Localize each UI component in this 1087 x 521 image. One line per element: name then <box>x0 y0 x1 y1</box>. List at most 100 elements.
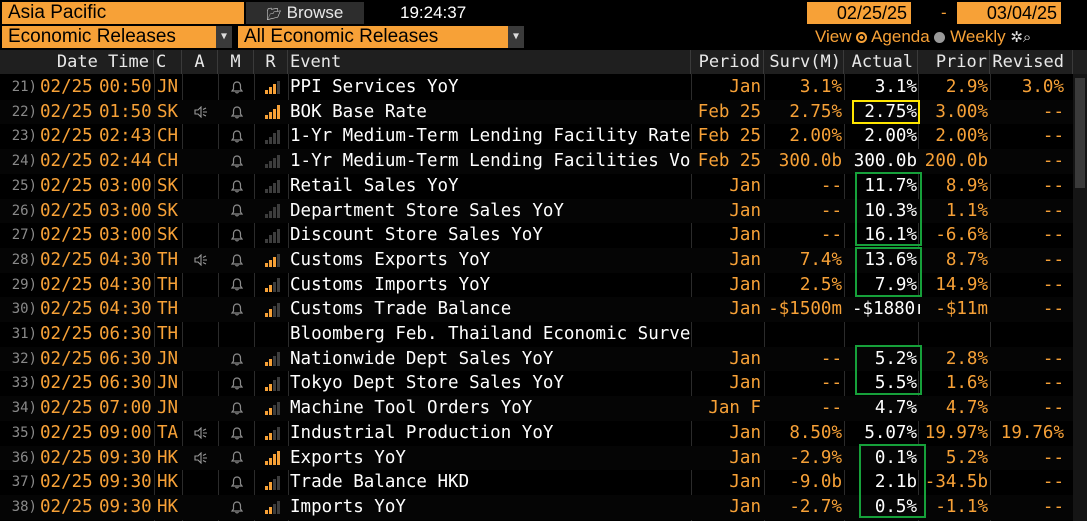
bell-icon[interactable] <box>226 347 248 372</box>
row-actual[interactable]: 5.07% <box>864 422 917 443</box>
row-actual[interactable]: 7.9% <box>874 274 917 295</box>
col-revised[interactable]: Revised <box>990 50 1073 74</box>
col-monitor[interactable]: M <box>218 50 254 74</box>
row-event[interactable]: Trade Balance HKD <box>290 472 470 493</box>
filter-selector[interactable]: All Economic Releases <box>238 26 524 48</box>
row-revised: -- <box>1042 200 1064 221</box>
row-event[interactable]: 1-Yr Medium-Term Lending Facilities Volu… <box>290 151 690 172</box>
table-row[interactable]: 35) 02/25 09:00 TA Industrial Production YoY… <box>0 421 1087 446</box>
table-row[interactable]: 23) 02/25 02:43 CH 1-Yr Medium-Term Lending … <box>0 124 1087 149</box>
table-row[interactable]: 37) 02/25 09:30 HK Trade Balance HKD Jan -9.0b… <box>0 470 1087 495</box>
bell-icon[interactable] <box>226 100 248 125</box>
table-row[interactable]: 33) 02/25 06:30 JN Tokyo Dept Store Sales Yo… <box>0 371 1087 396</box>
row-actual[interactable]: 300.0b <box>853 151 917 172</box>
row-event[interactable]: Retail Sales YoY <box>290 175 459 196</box>
table-row[interactable]: 29) 02/25 04:30 TH Customs Imports YoY Jan 2.5… <box>0 273 1087 298</box>
row-actual[interactable]: 13.6% <box>864 249 917 270</box>
row-event[interactable]: Machine Tool Orders YoY <box>290 398 533 419</box>
bell-icon[interactable] <box>226 371 248 396</box>
row-event[interactable]: Exports YoY <box>290 447 406 468</box>
row-event[interactable]: Customs Exports YoY <box>290 249 491 270</box>
row-actual[interactable]: 2.75% <box>852 99 920 125</box>
row-actual[interactable]: 11.7% <box>864 175 917 196</box>
radio-agenda[interactable]: Agenda <box>856 27 930 46</box>
row-actual[interactable]: 0.5% <box>874 496 917 517</box>
bell-icon[interactable] <box>226 223 248 248</box>
category-selector[interactable]: Economic Releases <box>2 26 232 48</box>
bell-icon[interactable] <box>226 446 248 471</box>
bell-icon[interactable] <box>226 75 248 100</box>
row-actual[interactable]: 0.1% <box>874 447 917 468</box>
bell-icon[interactable] <box>226 199 248 224</box>
table-row[interactable]: 36) 02/25 09:30 HK Exports YoY Jan -2.9% 0.1% 5.… <box>0 445 1087 471</box>
col-prior[interactable]: Prior <box>918 50 990 74</box>
bell-icon[interactable] <box>226 421 248 446</box>
scrollbar-thumb[interactable] <box>1075 78 1085 188</box>
row-actual[interactable]: 10.3% <box>864 200 917 221</box>
col-date-time[interactable]: Date Time <box>0 50 154 74</box>
table-row[interactable]: 32) 02/25 06:30 JN Nationwide Dept Sales YoY… <box>0 346 1087 372</box>
row-event[interactable]: Nationwide Dept Sales YoY <box>290 348 554 369</box>
table-row[interactable]: 34) 02/25 07:00 JN Machine Tool Orders YoY Ja… <box>0 396 1087 421</box>
row-actual[interactable]: -$1880r <box>852 299 920 320</box>
table-row[interactable]: 28) 02/25 04:30 TH Customs Exports YoY Jan 7.4… <box>0 247 1087 273</box>
bell-icon[interactable] <box>226 273 248 298</box>
row-actual[interactable]: 4.7% <box>874 398 917 419</box>
gear-search-icon[interactable]: ✲⌕ <box>1010 29 1032 46</box>
bell-icon[interactable] <box>226 174 248 199</box>
row-event[interactable]: Department Store Sales YoY <box>290 200 564 221</box>
row-actual[interactable]: 16.1% <box>864 225 917 246</box>
row-actual[interactable]: 2.1b <box>874 472 917 493</box>
speaker-icon[interactable] <box>190 248 212 273</box>
table-row[interactable]: 24) 02/25 02:44 CH 1-Yr Medium-Term Lending … <box>0 149 1087 174</box>
bell-icon[interactable] <box>226 149 248 174</box>
row-actual[interactable]: 2.00% <box>864 126 917 147</box>
region-selector[interactable]: Asia Pacific <box>2 2 244 24</box>
chevron-down-icon[interactable]: ▼ <box>508 26 524 48</box>
start-date-field[interactable]: 02/25/25 <box>807 2 911 24</box>
row-event[interactable]: Discount Store Sales YoY <box>290 225 543 246</box>
row-event[interactable]: Bloomberg Feb. Thailand Economic Survey … <box>290 324 690 344</box>
table-row[interactable]: 38) 02/25 09:30 HK Imports YoY Jan -2.7% 0.5% -1… <box>0 494 1087 520</box>
row-event[interactable]: PPI Services YoY <box>290 77 459 97</box>
row-actual[interactable]: 3.1% <box>874 77 917 97</box>
col-survey[interactable]: Surv(M) <box>764 50 844 74</box>
col-event[interactable]: Event <box>288 50 691 74</box>
row-event[interactable]: 1-Yr Medium-Term Lending Facility Rate <box>290 126 690 147</box>
row-actual[interactable]: 5.2% <box>874 348 917 369</box>
table-row[interactable]: 31) 02/25 06:30 TH Bloomberg Feb. Thailand … <box>0 322 1087 347</box>
radio-weekly[interactable]: Weekly <box>934 27 1006 46</box>
row-actual[interactable] <box>852 322 920 347</box>
row-event[interactable]: Tokyo Dept Store Sales YoY <box>290 373 564 394</box>
browse-button[interactable]: 📂︎ Browse <box>246 2 364 24</box>
col-period[interactable]: Period <box>691 50 764 74</box>
bell-icon[interactable] <box>226 297 248 322</box>
speaker-icon[interactable] <box>190 446 212 471</box>
col-alert[interactable]: A <box>182 50 218 74</box>
row-event[interactable]: Customs Trade Balance <box>290 299 512 320</box>
bell-icon[interactable] <box>226 248 248 273</box>
col-relevance[interactable]: R <box>254 50 288 74</box>
row-actual[interactable]: 5.5% <box>874 373 917 394</box>
row-event[interactable]: Industrial Production YoY <box>290 422 554 443</box>
table-row[interactable]: 27) 02/25 03:00 SK Discount Store Sales YoY J… <box>0 223 1087 248</box>
speaker-icon[interactable] <box>190 100 212 125</box>
bell-icon[interactable] <box>226 396 248 421</box>
row-event[interactable]: Customs Imports YoY <box>290 274 491 295</box>
speaker-icon[interactable] <box>190 421 212 446</box>
bell-icon[interactable] <box>226 470 248 495</box>
table-row[interactable]: 30) 02/25 04:30 TH Customs Trade Balance Jan -… <box>0 297 1087 322</box>
chevron-down-icon[interactable]: ▼ <box>216 26 232 48</box>
table-row[interactable]: 22) 02/25 01:50 SK BOK Base Rate Feb 25 2.75% 2… <box>0 99 1087 125</box>
table-row[interactable]: 26) 02/25 03:00 SK Department Store Sales Yo… <box>0 198 1087 224</box>
end-date-field[interactable]: 03/04/25 <box>957 2 1061 24</box>
row-event[interactable]: Imports YoY <box>290 496 406 517</box>
table-row[interactable]: 21) 02/25 00:50 JN PPI Services YoY Jan 3.1% 3.… <box>0 75 1087 100</box>
scrollbar[interactable] <box>1073 74 1087 521</box>
bell-icon[interactable] <box>226 124 248 149</box>
table-row[interactable]: 25) 02/25 03:00 SK Retail Sales YoY Jan -- 11.7… <box>0 174 1087 199</box>
row-event[interactable]: BOK Base Rate <box>290 101 427 122</box>
bell-icon[interactable] <box>226 495 248 520</box>
col-actual[interactable]: Actual <box>844 50 918 74</box>
col-country[interactable]: C <box>154 50 182 74</box>
